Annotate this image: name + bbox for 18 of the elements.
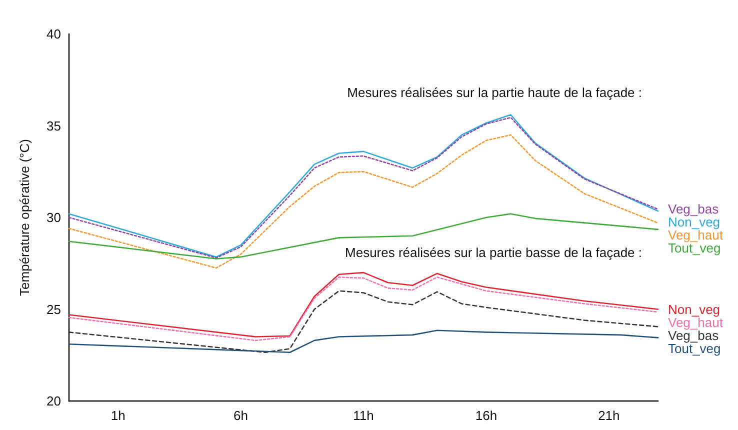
x-tick-label: 11h: [353, 408, 374, 423]
y-tick-label: 40: [46, 26, 61, 42]
line-series: [68, 213, 659, 260]
series-label: Veg_bas: [668, 202, 720, 217]
line-series: [68, 330, 659, 354]
line-series: [68, 134, 659, 269]
y-tick-label: 35: [46, 118, 61, 134]
x-tick-label: 16h: [475, 408, 498, 423]
series-label: Non_veg: [668, 302, 720, 317]
x-tick-label: 21h: [598, 408, 620, 423]
x-tick-label: 1h: [110, 408, 126, 423]
annotation: Mesures réalisées sur la partie haute de la façade :: [347, 85, 642, 100]
x-tick-label: 6h: [234, 408, 248, 423]
annotation: Mesures réalisées sur la partie basse de la façade :: [345, 245, 642, 260]
y-tick-label: 20: [46, 394, 61, 408]
y-tick-label: 25: [46, 302, 61, 317]
y-tick-label: 30: [46, 210, 61, 225]
y-axis-title: Température opérative (°C): [17, 139, 32, 296]
